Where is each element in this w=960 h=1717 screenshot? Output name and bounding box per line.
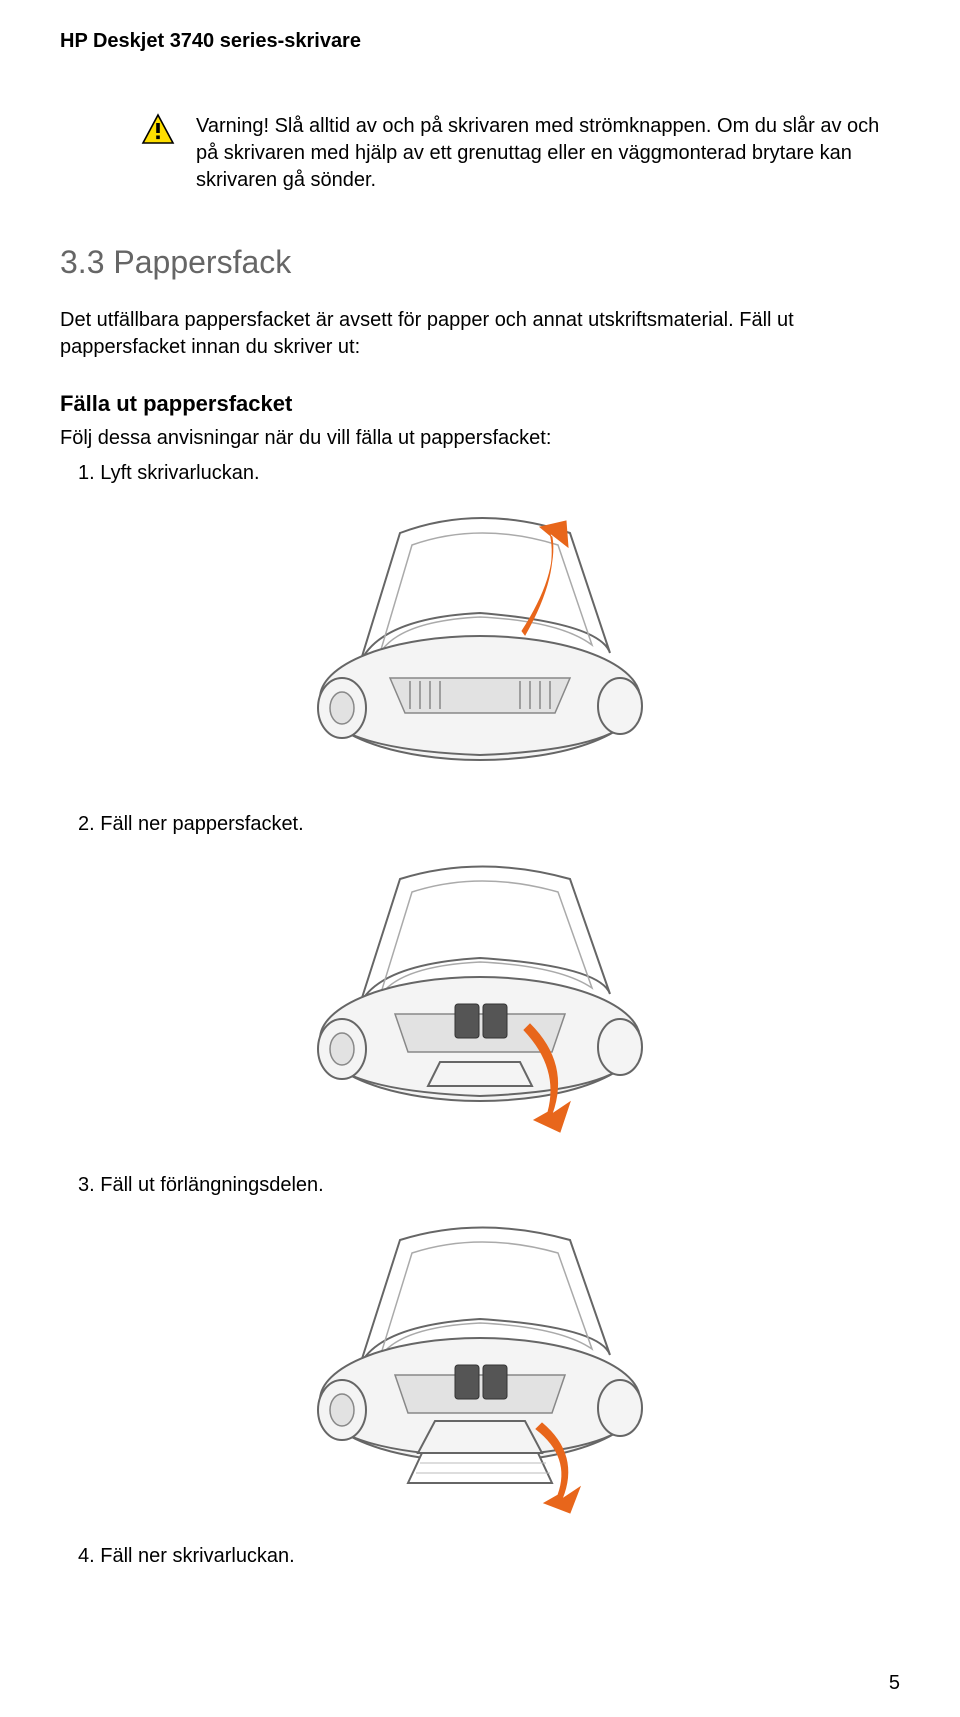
illustration-1: [60, 503, 900, 783]
page-number: 5: [889, 1672, 900, 1695]
step-lead: Följ dessa anvisningar när du vill fälla…: [60, 427, 900, 450]
section-intro: Det utfällbara pappersfacket är avsett f…: [60, 307, 900, 361]
warning-icon: [140, 113, 176, 145]
illustration-3: [60, 1215, 900, 1515]
subheading: Fälla ut pappersfacket: [60, 391, 900, 417]
section-heading: 3.3 Pappersfack: [60, 244, 900, 281]
page-header: HP Deskjet 3740 series-skrivare: [60, 30, 900, 53]
warning-box: Varning! Slå alltid av och på skrivaren …: [140, 113, 880, 194]
step-2: 2. Fäll ner pappersfacket.: [60, 813, 900, 836]
warning-text: Varning! Slå alltid av och på skrivaren …: [196, 113, 880, 194]
step-3: 3. Fäll ut förlängningsdelen.: [60, 1174, 900, 1197]
step-4: 4. Fäll ner skrivarluckan.: [60, 1545, 900, 1568]
illustration-2: [60, 854, 900, 1144]
step-1: 1. Lyft skrivarluckan.: [60, 462, 900, 485]
